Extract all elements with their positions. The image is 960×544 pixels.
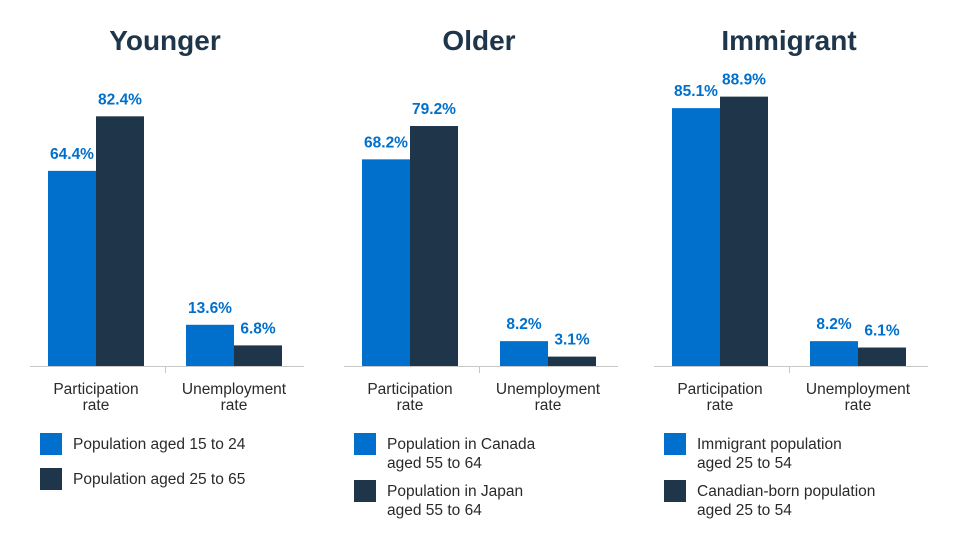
x-tick-label: rate (397, 397, 424, 414)
data-label: 85.1% (674, 83, 718, 100)
bar-series2 (720, 96, 768, 367)
x-tick-label: rate (221, 397, 248, 414)
x-tick-label: Participation (53, 381, 138, 398)
data-label: 88.9% (722, 72, 766, 89)
legend-label: Canadian-born population (697, 483, 875, 500)
chart-title: Younger (109, 25, 221, 56)
bar-series1 (48, 170, 96, 366)
chart-title: Older (442, 25, 515, 56)
bar-series1 (362, 159, 410, 366)
data-label: 79.2% (412, 101, 456, 118)
legend-swatch (664, 480, 686, 502)
x-tick-label: rate (83, 397, 110, 414)
x-tick-label: Unemployment (182, 381, 287, 398)
legend-label: Immigrant population (697, 436, 842, 453)
legend-swatch (664, 433, 686, 455)
data-label: 6.1% (864, 323, 900, 340)
legend-label: Population in Canada (387, 436, 536, 453)
legend-label: aged 55 to 64 (387, 455, 482, 472)
data-label: 68.2% (364, 134, 408, 151)
data-label: 13.6% (188, 300, 232, 317)
legend-label: Population aged 25 to 65 (73, 471, 245, 488)
x-tick-label: Participation (677, 381, 762, 398)
data-label: 82.4% (98, 91, 142, 108)
legend-swatch (354, 480, 376, 502)
x-tick-label: Unemployment (496, 381, 601, 398)
legend-label: aged 25 to 54 (697, 455, 792, 472)
bar-series1 (810, 341, 858, 366)
legend-label: Population aged 15 to 24 (73, 436, 246, 453)
bar-series1 (500, 341, 548, 366)
legend-label: Population in Japan (387, 483, 523, 500)
legend-swatch (40, 433, 62, 455)
data-label: 8.2% (506, 316, 542, 333)
bar-series2 (234, 345, 282, 366)
legend-swatch (40, 468, 62, 490)
bar-series1 (186, 324, 234, 366)
data-label: 6.8% (240, 320, 276, 337)
bar-series2 (548, 356, 596, 366)
data-label: 3.1% (554, 332, 590, 349)
data-label: 64.4% (50, 146, 94, 163)
legend-swatch (354, 433, 376, 455)
legend-label: aged 55 to 64 (387, 502, 482, 519)
bar-series1 (672, 108, 720, 366)
x-tick-label: Participation (367, 381, 452, 398)
x-tick-label: rate (845, 397, 872, 414)
x-tick-label: rate (707, 397, 734, 414)
x-tick-label: Unemployment (806, 381, 911, 398)
bar-series2 (410, 126, 458, 366)
x-tick-label: rate (535, 397, 562, 414)
bar-series2 (858, 347, 906, 366)
data-label: 8.2% (816, 316, 852, 333)
bar-series2 (96, 116, 144, 366)
chart-title: Immigrant (721, 25, 856, 56)
legend-label: aged 25 to 54 (697, 502, 792, 519)
